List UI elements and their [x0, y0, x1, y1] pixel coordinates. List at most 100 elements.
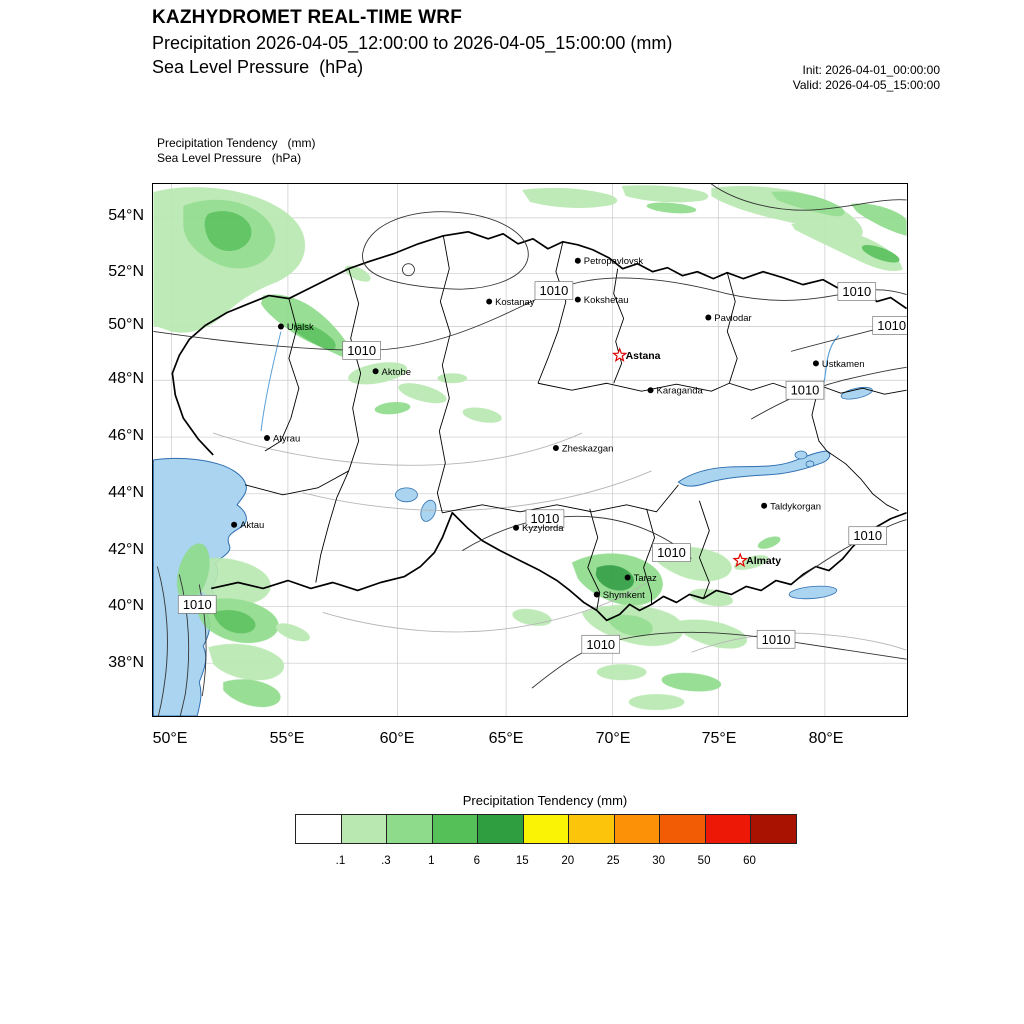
lake-issykkul [788, 585, 838, 600]
colorbar-tick-label: 50 [697, 855, 711, 867]
colorbar-box [340, 814, 388, 844]
city-marker-atyrau: Atyrau [264, 434, 300, 445]
city-dot-icon [761, 502, 768, 509]
svg-text:1010: 1010 [657, 545, 686, 560]
subtitle-precipitation: Precipitation 2026-04-05_12:00:00 to 202… [152, 33, 673, 53]
map-legend-pressure: Sea Level Pressure (hPa) [157, 151, 302, 165]
pressure-label: 1010 [177, 595, 217, 614]
colorbar-box [613, 814, 661, 844]
lake-balkhash [677, 450, 831, 487]
kazakhstan-border-north [171, 230, 907, 456]
kazakhstan-border-south [211, 511, 907, 622]
pressure-label: 1010 [525, 509, 565, 529]
lat-tick-label: 52°N [108, 263, 144, 280]
city-name-label: Pavlodar [714, 313, 751, 324]
colorbar-tick-label: 1 [428, 855, 435, 867]
capital-star-icon [611, 347, 628, 363]
lon-tick-label: 60°E [379, 730, 415, 747]
city-dot-icon [705, 314, 712, 321]
pressure-label: 1010 [837, 282, 877, 301]
city-name-label: Almaty [746, 556, 781, 567]
colorbar-box [568, 814, 615, 844]
city-marker-taldykorgan: Taldykorgan [761, 501, 821, 512]
svg-text:1010: 1010 [791, 383, 820, 398]
cities: Petropavlovsk Kostanay Kokshetau Pavlodar Ur… [231, 256, 864, 601]
colorbar-box [431, 814, 479, 844]
city-dot-icon [593, 591, 600, 598]
colorbar-box [704, 814, 752, 844]
lon-tick-label: 55°E [269, 730, 305, 747]
colorbar-box [295, 814, 342, 844]
city-name-label: Kokshetau [584, 295, 629, 306]
colorbar-box [386, 814, 433, 844]
city-dot-icon [812, 360, 819, 367]
lat-tick-label: 46°N [108, 427, 144, 444]
city-marker-ustkamen: Ustkamen [812, 359, 864, 370]
pressure-label: 1010 [581, 634, 621, 654]
lon-tick-label: 50°E [152, 730, 188, 747]
city-marker-zheskazgan: Zheskazgan [552, 443, 614, 454]
precipitation-shading [153, 185, 907, 711]
city-marker-kostanay: Kostanay [486, 297, 535, 308]
city-name-label: Aktau [240, 520, 264, 531]
page-title: KAZHYDROMET REAL-TIME WRF [152, 7, 463, 28]
colorbar-tick-label: 15 [515, 855, 529, 867]
city-marker-uralsk: Uralsk [277, 322, 314, 333]
pressure-label: 1010 [872, 316, 907, 335]
city-dot-icon [486, 298, 493, 305]
city-dot-icon [372, 368, 379, 375]
city-name-label: Taraz [634, 573, 657, 584]
colorbar-tick-label: .1 [335, 855, 346, 867]
weather-map: 1010 1010 1010 1010 1010 1010 1010 1010 1010 1010… [108, 183, 908, 747]
city-dot-icon [574, 296, 581, 303]
pressure-label: 1010 [342, 341, 381, 360]
colorbar [295, 814, 798, 844]
pressure-label: 1010 [756, 629, 796, 649]
svg-text:1010: 1010 [183, 597, 212, 612]
colorbar-tick-label: 20 [561, 855, 575, 867]
city-name-label: Kostanay [495, 297, 535, 308]
pressure-label: 1010 [848, 526, 888, 545]
city-marker-almaty: Almaty [732, 552, 781, 568]
city-name-label: Uralsk [287, 322, 314, 333]
lon-tick-label: 80°E [808, 730, 844, 747]
city-marker-taraz: Taraz [624, 573, 657, 584]
colorbar-box [750, 814, 798, 844]
svg-text:1010: 1010 [586, 637, 615, 652]
colorbar-ticks: .1 .3 1 6 15 20 25 30 50 60 [295, 855, 797, 871]
city-marker-petropavlovsk: Petropavlovsk [574, 256, 643, 267]
capital-star-icon [732, 552, 749, 568]
lake-zaysan [840, 386, 873, 400]
city-name-label: Aktobe [382, 367, 411, 378]
lat-tick-label: 38°N [108, 654, 144, 671]
lat-tick-label: 54°N [108, 207, 144, 224]
svg-text:1010: 1010 [347, 343, 376, 358]
pressure-label: 1010 [534, 281, 574, 300]
city-dot-icon [574, 257, 581, 264]
svg-text:1010: 1010 [877, 318, 906, 333]
svg-text:1010: 1010 [540, 283, 569, 298]
lat-tick-label: 44°N [108, 484, 144, 501]
valid-time-label: Valid: 2026-04-05_15:00:00 [792, 78, 940, 92]
lake-sasykkol [805, 460, 815, 468]
lat-tick-label: 48°N [108, 370, 144, 387]
aral-sea [395, 487, 418, 503]
city-marker-kyzylorda: Kyzylorda [513, 523, 564, 534]
colorbar-tick-label: 30 [652, 855, 666, 867]
city-name-label: Zheskazgan [562, 443, 614, 454]
lon-tick-label: 75°E [701, 730, 737, 747]
weather-map-canvas: 1010 1010 1010 1010 1010 1010 1010 1010 1010 1010… [152, 183, 908, 717]
city-marker-kokshetau: Kokshetau [574, 295, 629, 306]
colorbar-box [659, 814, 706, 844]
city-marker-aktau: Aktau [231, 520, 264, 531]
colorbar-box [522, 814, 570, 844]
city-name-label: Shymkent [603, 590, 645, 601]
init-time-label: Init: 2026-04-01_00:00:00 [802, 63, 940, 77]
city-name-label: Atyrau [273, 434, 300, 445]
subtitle-pressure: Sea Level Pressure (hPa) [152, 57, 364, 77]
colorbar-tick-label: 6 [473, 855, 481, 867]
city-dot-icon [277, 323, 284, 330]
city-marker-shymkent: Shymkent [593, 590, 645, 601]
lat-tick-label: 40°N [108, 597, 144, 614]
